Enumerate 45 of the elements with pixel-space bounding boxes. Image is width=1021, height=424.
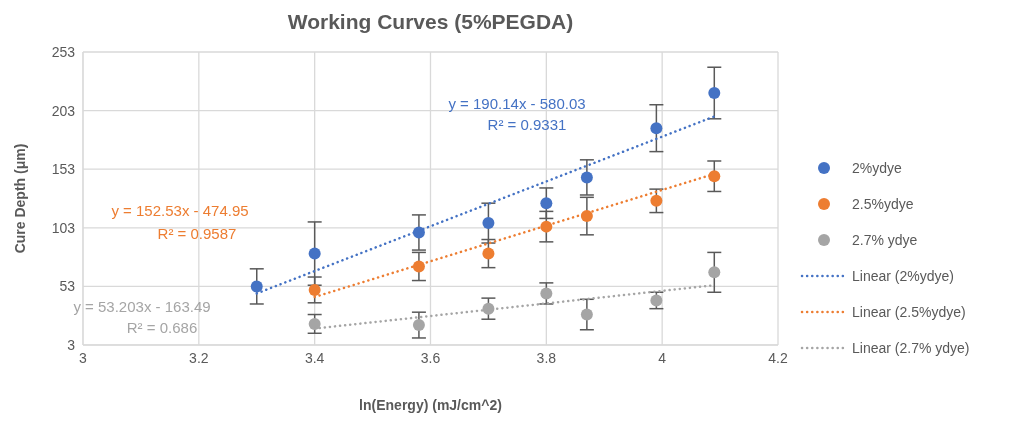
- annotation: R² = 0.9331: [487, 116, 567, 133]
- point: [308, 247, 321, 260]
- y-tick-label: 253: [51, 43, 76, 60]
- point: [580, 210, 593, 223]
- annotation: y = 53.203x - 163.49: [73, 298, 211, 315]
- legend-label: Linear (2.7% ydye): [852, 340, 970, 356]
- x-axis-title: ln(Energy) (mJ/cm^2): [359, 397, 502, 413]
- point: [482, 247, 495, 260]
- point: [580, 308, 593, 321]
- x-tick-label: 3.4: [304, 349, 325, 366]
- point: [250, 280, 263, 293]
- point: [708, 170, 721, 183]
- legend-label: Linear (2.5%ydye): [852, 304, 966, 320]
- point: [540, 197, 553, 210]
- legend-label: Linear (2%ydye): [852, 268, 954, 284]
- annotation: y = 152.53x - 474.95: [111, 202, 249, 219]
- annotation: y = 190.14x - 580.03: [448, 95, 586, 112]
- y-tick-label: 153: [51, 161, 76, 178]
- point: [540, 287, 553, 300]
- legend-label: 2.5%ydye: [852, 196, 914, 212]
- y-tick-label: 53: [59, 278, 76, 295]
- legend-label: 2.7% ydye: [852, 232, 918, 248]
- y-tick-label: 3: [67, 336, 76, 353]
- legend-label: 2%ydye: [852, 160, 902, 176]
- y-tick-label: 103: [51, 219, 76, 236]
- point: [708, 87, 721, 100]
- point: [650, 194, 663, 207]
- x-tick-label: 4: [658, 349, 667, 366]
- y-tick-label: 203: [51, 102, 76, 119]
- annotation: R² = 0.686: [126, 319, 198, 336]
- point: [580, 171, 593, 184]
- point: [482, 217, 495, 230]
- point: [308, 317, 321, 330]
- x-tick-label: 3.8: [536, 349, 557, 366]
- x-tick-label: 3: [79, 349, 88, 366]
- x-tick-label: 4.2: [768, 349, 788, 366]
- annotation: R² = 0.9587: [157, 225, 237, 242]
- point: [308, 283, 321, 296]
- y-axis-title: Cure Depth (μm): [11, 143, 28, 254]
- chart-title: Working Curves (5%PEGDA): [286, 10, 575, 34]
- x-tick-label: 3.2: [189, 349, 209, 366]
- x-tick-label: 3.6: [420, 349, 441, 366]
- point: [708, 266, 721, 279]
- point: [650, 122, 663, 135]
- point: [412, 319, 425, 332]
